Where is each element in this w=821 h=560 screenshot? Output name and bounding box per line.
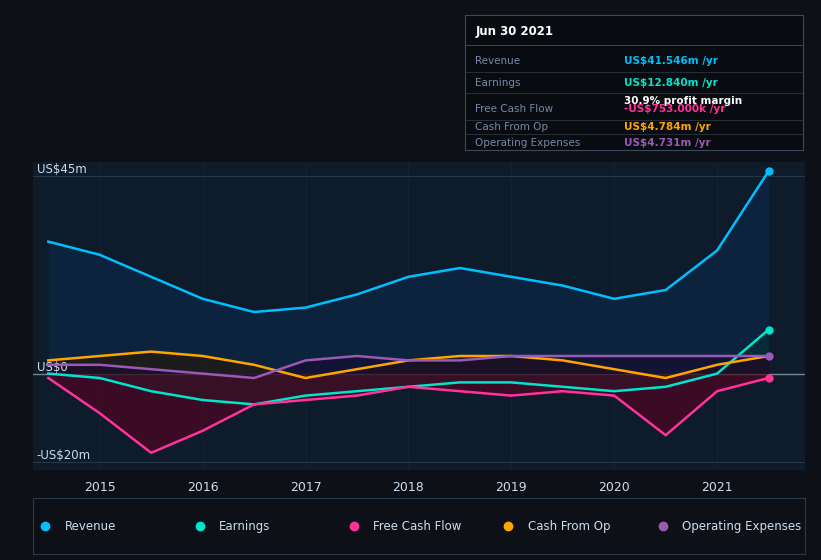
Text: Cash From Op: Cash From Op <box>528 520 610 533</box>
Text: Operating Expenses: Operating Expenses <box>475 138 580 148</box>
Text: Operating Expenses: Operating Expenses <box>682 520 801 533</box>
Text: 30.9% profit margin: 30.9% profit margin <box>624 96 742 106</box>
Text: -US$753.000k /yr: -US$753.000k /yr <box>624 105 725 114</box>
Text: Revenue: Revenue <box>475 56 521 66</box>
Text: US$12.840m /yr: US$12.840m /yr <box>624 77 718 87</box>
Text: Free Cash Flow: Free Cash Flow <box>374 520 461 533</box>
Text: -US$20m: -US$20m <box>37 449 91 461</box>
Text: Earnings: Earnings <box>475 77 521 87</box>
Text: US$0: US$0 <box>37 361 67 374</box>
Text: Earnings: Earnings <box>219 520 270 533</box>
Text: Cash From Op: Cash From Op <box>475 122 548 132</box>
Text: Free Cash Flow: Free Cash Flow <box>475 105 553 114</box>
Text: US$4.784m /yr: US$4.784m /yr <box>624 122 711 132</box>
Text: US$41.546m /yr: US$41.546m /yr <box>624 56 718 66</box>
Text: Jun 30 2021: Jun 30 2021 <box>475 25 553 38</box>
Text: US$4.731m /yr: US$4.731m /yr <box>624 138 710 148</box>
Text: US$45m: US$45m <box>37 162 86 176</box>
Text: Revenue: Revenue <box>65 520 116 533</box>
